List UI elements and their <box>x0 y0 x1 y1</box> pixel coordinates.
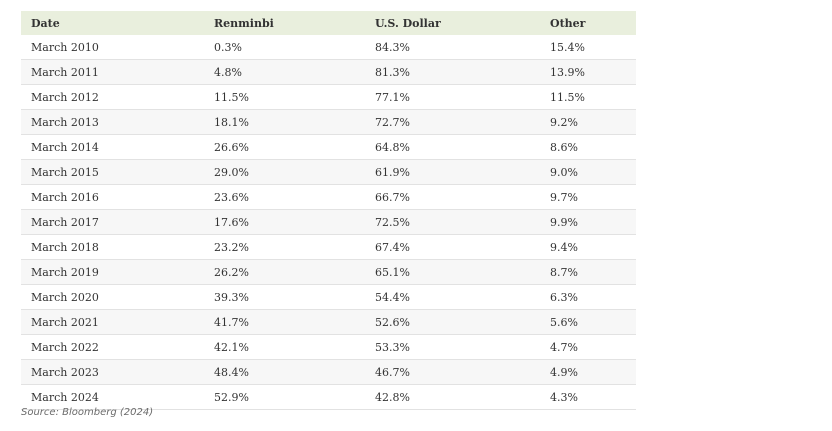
cell-date: March 2022 <box>21 334 204 360</box>
cell-date: March 2016 <box>21 184 204 210</box>
cell-date: March 2011 <box>21 59 204 85</box>
cell-other: 4.9% <box>540 359 636 385</box>
cell-date: March 2024 <box>21 384 204 410</box>
cell-other: 11.5% <box>540 84 636 110</box>
table-row: March 2012 11.5% 77.1% 11.5% <box>21 84 636 110</box>
table-row: March 2021 41.7% 52.6% 5.6% <box>21 309 636 335</box>
table-row: March 2020 39.3% 54.4% 6.3% <box>21 284 636 310</box>
cell-date: March 2020 <box>21 284 204 310</box>
cell-other: 6.3% <box>540 284 636 310</box>
cell-renminbi: 23.2% <box>204 234 365 260</box>
header-other: Other <box>540 11 636 35</box>
header-us-dollar: U.S. Dollar <box>365 11 540 35</box>
cell-us-dollar: 42.8% <box>365 384 540 410</box>
cell-date: March 2023 <box>21 359 204 385</box>
table-row: March 2024 52.9% 42.8% 4.3% <box>21 384 636 410</box>
cell-other: 4.3% <box>540 384 636 410</box>
table-row: March 2013 18.1% 72.7% 9.2% <box>21 109 636 135</box>
cell-us-dollar: 72.7% <box>365 109 540 135</box>
cell-date: March 2012 <box>21 84 204 110</box>
cell-us-dollar: 64.8% <box>365 134 540 160</box>
cell-us-dollar: 67.4% <box>365 234 540 260</box>
table-row: March 2019 26.2% 65.1% 8.7% <box>21 259 636 285</box>
cell-other: 8.6% <box>540 134 636 160</box>
cell-other: 9.7% <box>540 184 636 210</box>
cell-renminbi: 4.8% <box>204 59 365 85</box>
cell-date: March 2017 <box>21 209 204 235</box>
table-row: March 2023 48.4% 46.7% 4.9% <box>21 359 636 385</box>
cell-other: 13.9% <box>540 59 636 85</box>
cell-other: 9.4% <box>540 234 636 260</box>
header-date: Date <box>21 11 204 35</box>
cell-date: March 2013 <box>21 109 204 135</box>
table-row: March 2022 42.1% 53.3% 4.7% <box>21 334 636 360</box>
cell-renminbi: 18.1% <box>204 109 365 135</box>
cell-other: 15.4% <box>540 35 636 60</box>
currency-share-table: Date Renminbi U.S. Dollar Other March 20… <box>21 11 636 410</box>
cell-date: March 2015 <box>21 159 204 185</box>
table-row: March 2015 29.0% 61.9% 9.0% <box>21 159 636 185</box>
header-renminbi: Renminbi <box>204 11 365 35</box>
header-row: Date Renminbi U.S. Dollar Other <box>21 11 636 35</box>
cell-renminbi: 39.3% <box>204 284 365 310</box>
cell-us-dollar: 46.7% <box>365 359 540 385</box>
cell-renminbi: 42.1% <box>204 334 365 360</box>
cell-renminbi: 26.2% <box>204 259 365 285</box>
table-row: March 2011 4.8% 81.3% 13.9% <box>21 59 636 85</box>
table-row: March 2010 0.3% 84.3% 15.4% <box>21 35 636 60</box>
cell-renminbi: 52.9% <box>204 384 365 410</box>
cell-renminbi: 23.6% <box>204 184 365 210</box>
cell-us-dollar: 52.6% <box>365 309 540 335</box>
cell-other: 8.7% <box>540 259 636 285</box>
cell-date: March 2019 <box>21 259 204 285</box>
cell-date: March 2014 <box>21 134 204 160</box>
cell-renminbi: 0.3% <box>204 35 365 60</box>
table-row: March 2018 23.2% 67.4% 9.4% <box>21 234 636 260</box>
cell-us-dollar: 65.1% <box>365 259 540 285</box>
cell-renminbi: 48.4% <box>204 359 365 385</box>
cell-renminbi: 11.5% <box>204 84 365 110</box>
cell-us-dollar: 61.9% <box>365 159 540 185</box>
currency-share-table-wrap: Date Renminbi U.S. Dollar Other March 20… <box>21 11 636 410</box>
cell-us-dollar: 81.3% <box>365 59 540 85</box>
table-header: Date Renminbi U.S. Dollar Other <box>21 11 636 35</box>
table-row: March 2014 26.6% 64.8% 8.6% <box>21 134 636 160</box>
cell-renminbi: 41.7% <box>204 309 365 335</box>
cell-renminbi: 17.6% <box>204 209 365 235</box>
cell-us-dollar: 53.3% <box>365 334 540 360</box>
cell-us-dollar: 66.7% <box>365 184 540 210</box>
cell-other: 9.0% <box>540 159 636 185</box>
cell-us-dollar: 72.5% <box>365 209 540 235</box>
cell-us-dollar: 84.3% <box>365 35 540 60</box>
cell-us-dollar: 77.1% <box>365 84 540 110</box>
table-row: March 2016 23.6% 66.7% 9.7% <box>21 184 636 210</box>
source-note: Source: Bloomberg (2024) <box>21 407 154 418</box>
table-row: March 2017 17.6% 72.5% 9.9% <box>21 209 636 235</box>
cell-date: March 2018 <box>21 234 204 260</box>
cell-us-dollar: 54.4% <box>365 284 540 310</box>
cell-other: 9.9% <box>540 209 636 235</box>
cell-other: 9.2% <box>540 109 636 135</box>
cell-date: March 2010 <box>21 35 204 60</box>
table-body: March 2010 0.3% 84.3% 15.4% March 2011 4.8% 81… <box>21 35 636 410</box>
cell-renminbi: 29.0% <box>204 159 365 185</box>
cell-other: 4.7% <box>540 334 636 360</box>
cell-date: March 2021 <box>21 309 204 335</box>
cell-other: 5.6% <box>540 309 636 335</box>
cell-renminbi: 26.6% <box>204 134 365 160</box>
